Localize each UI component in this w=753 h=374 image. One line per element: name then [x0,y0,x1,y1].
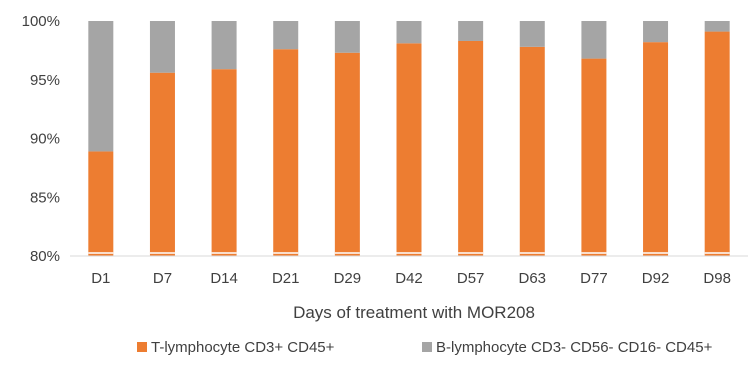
y-tick-label: 95% [30,72,60,89]
bar-segment-b-lymphocyte [149,21,175,73]
bar-segment-b-lymphocyte [519,21,545,47]
x-tick-label: D21 [272,270,300,287]
bar-segment-b-lymphocyte [211,21,237,70]
bar-segment-b-lymphocyte [88,21,114,152]
x-tick-label: D63 [519,270,547,287]
x-tick-label: D1 [91,270,110,287]
legend-item: B-lymphocyte CD3- CD56- CD16- CD45+ [422,339,713,356]
y-tick-label: 100% [22,13,60,30]
x-tick-label: D14 [210,270,238,287]
bar-segment-t-lymphocyte [643,42,669,257]
y-axis-ticks: 80% 85% 90% 95% 100% [22,13,60,265]
bar-segment-t-lymphocyte [211,69,237,256]
bar-segment-t-lymphocyte [704,31,730,257]
bar-segment-t-lymphocyte [149,72,175,256]
bars [88,21,730,257]
x-tick-label: D42 [395,270,423,287]
bar-segment-t-lymphocyte [581,58,607,256]
x-tick-label: D77 [580,270,608,287]
bar-segment-b-lymphocyte [704,21,730,32]
legend-label: B-lymphocyte CD3- CD56- CD16- CD45+ [436,339,713,356]
legend-item: T-lymphocyte CD3+ CD45+ [137,339,335,356]
bar-segment-b-lymphocyte [458,21,484,41]
bar-segment-t-lymphocyte [88,151,114,256]
x-tick-label: D98 [703,270,731,287]
y-tick-label: 90% [30,131,60,148]
legend-swatch [137,342,147,352]
bar-segment-b-lymphocyte [581,21,607,59]
bar-segment-b-lymphocyte [396,21,422,44]
bar-segment-b-lymphocyte [334,21,360,53]
x-tick-label: D7 [153,270,172,287]
bar-segment-t-lymphocyte [396,43,422,257]
y-tick-label: 85% [30,189,60,206]
bar-segment-b-lymphocyte [643,21,669,43]
legend-label: T-lymphocyte CD3+ CD45+ [151,339,335,356]
legend-swatch [422,342,432,352]
y-tick-label: 80% [30,248,60,265]
bar-segment-t-lymphocyte [334,52,360,256]
x-axis-ticks: D1 D7 D14 D21 D29 D42 D57 D63 D77 D92 D98 [91,270,731,287]
bar-segment-t-lymphocyte [519,46,545,256]
x-axis-title: Days of treatment with MOR208 [293,303,535,322]
x-tick-label: D57 [457,270,485,287]
bar-segment-t-lymphocyte [273,49,299,257]
bar-segment-b-lymphocyte [273,21,299,50]
x-tick-label: D92 [642,270,670,287]
x-tick-label: D29 [334,270,362,287]
legend: T-lymphocyte CD3+ CD45+ B-lymphocyte CD3-… [137,339,713,356]
bar-segment-t-lymphocyte [458,40,484,256]
